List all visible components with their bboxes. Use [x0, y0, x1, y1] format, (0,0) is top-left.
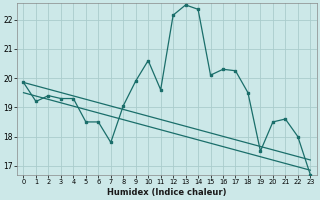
X-axis label: Humidex (Indice chaleur): Humidex (Indice chaleur): [107, 188, 227, 197]
